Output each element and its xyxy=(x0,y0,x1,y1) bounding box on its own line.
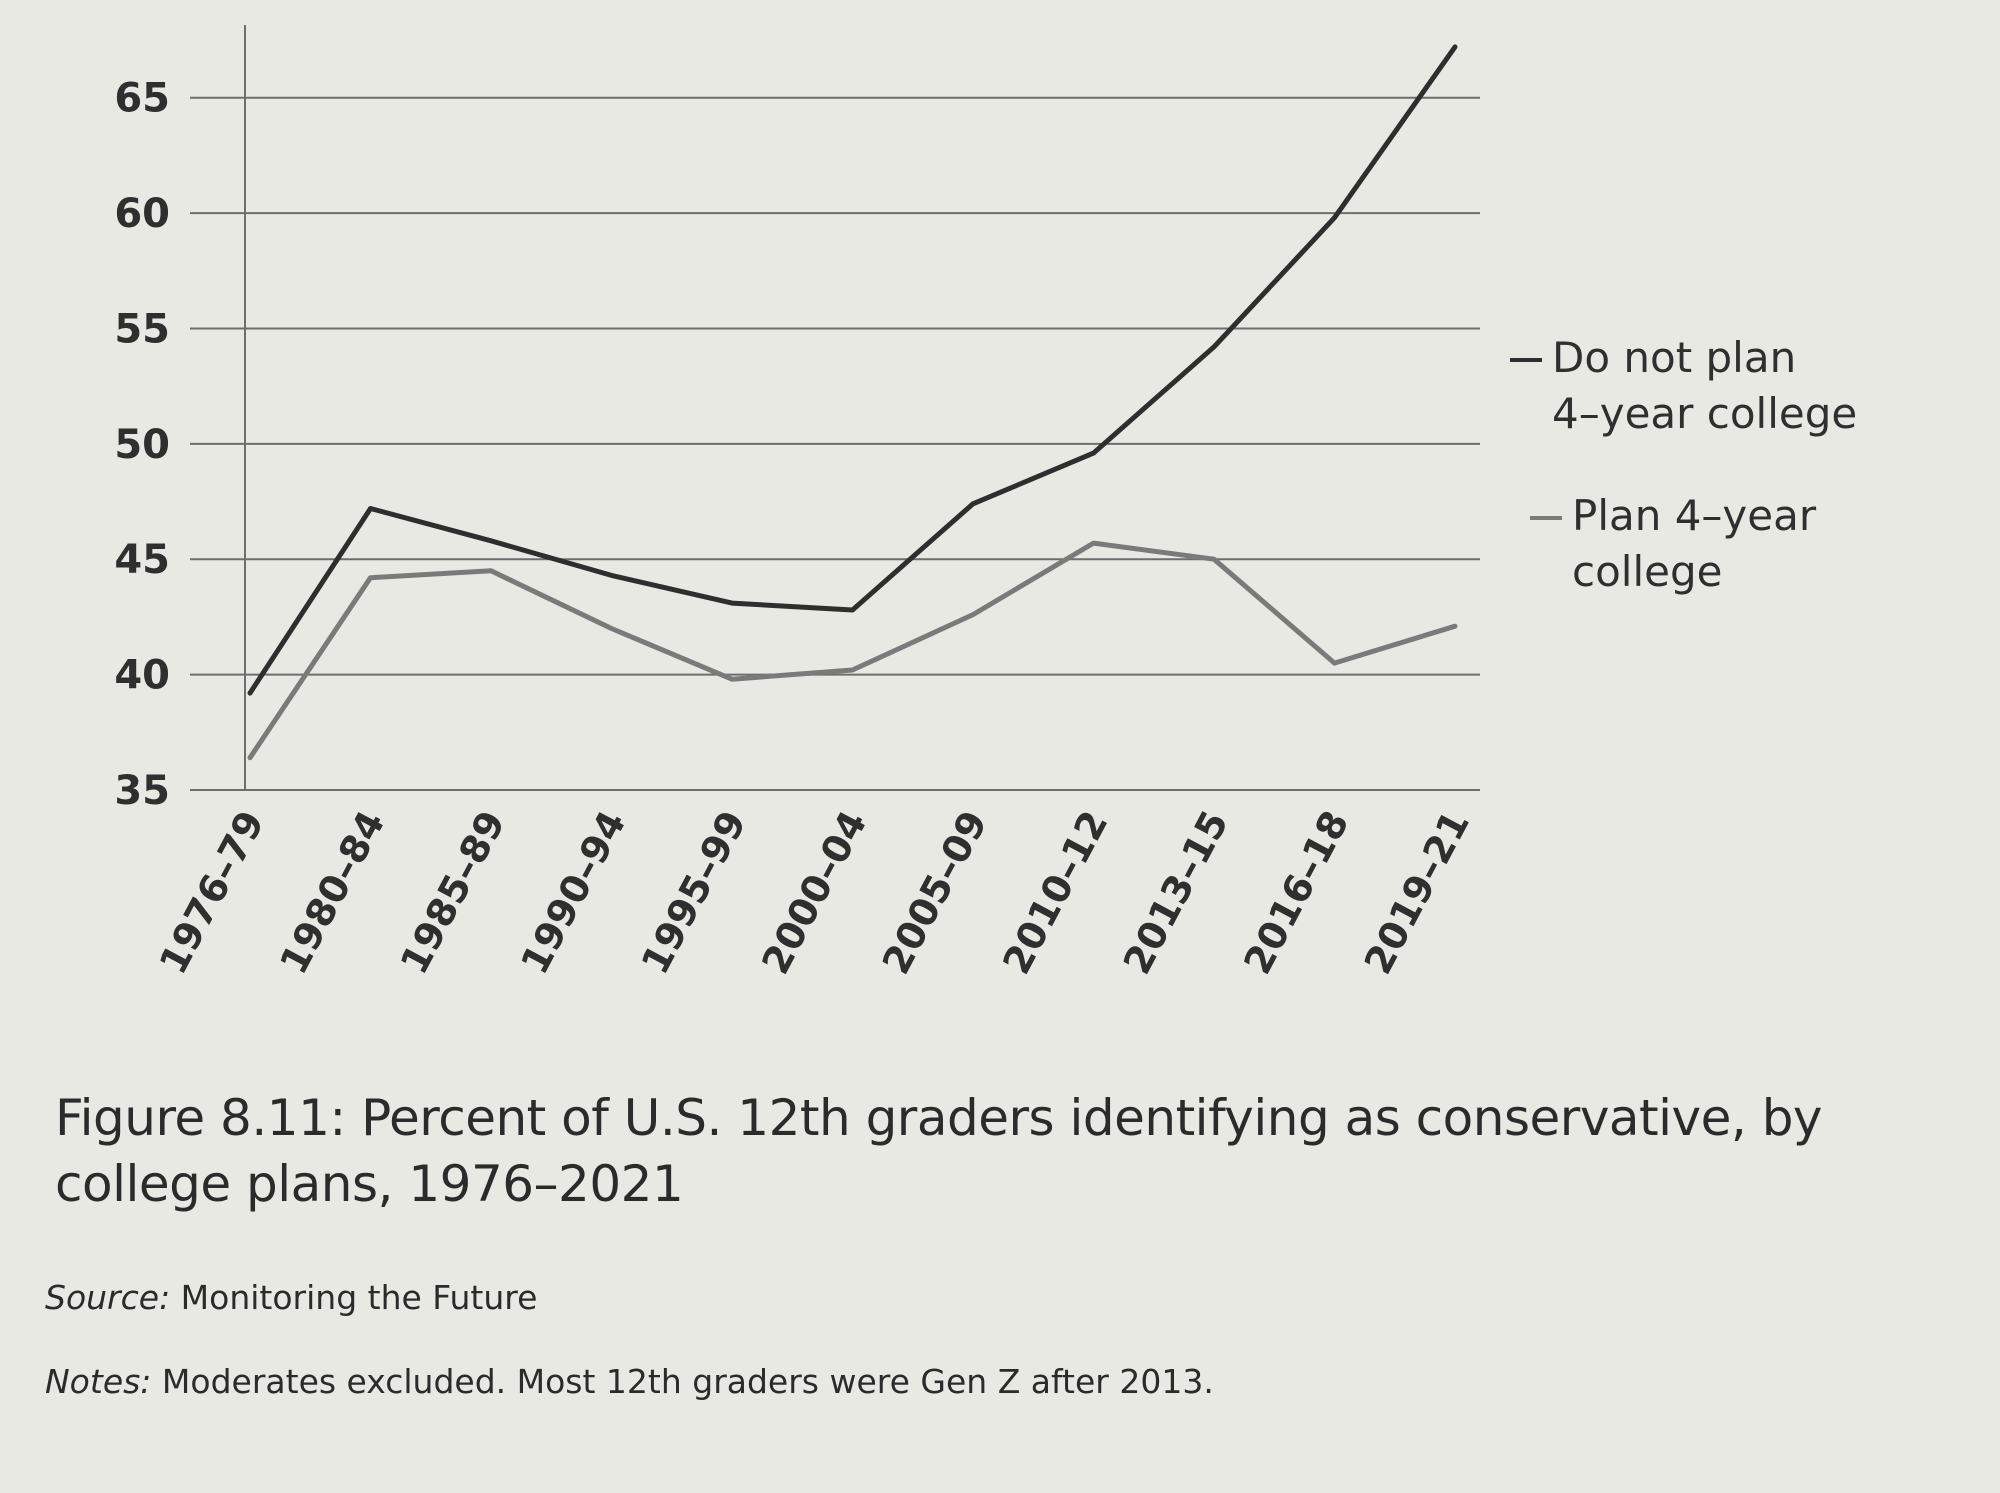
notes-label: Notes: xyxy=(45,1362,152,1401)
y-axis-ticks: 35 40 45 50 55 60 65 xyxy=(114,76,170,814)
x-tick-label: 1976–79 xyxy=(151,804,273,982)
y-tick-label: 35 xyxy=(114,768,170,814)
legend-label: 4–year college xyxy=(1552,389,1857,438)
y-tick-label: 50 xyxy=(114,422,170,468)
legend: Do not plan 4–year college Plan 4–year coll… xyxy=(1510,333,1857,596)
y-tick-label: 45 xyxy=(114,537,170,583)
x-tick-label: 1995–99 xyxy=(633,804,755,982)
x-tick-label: 1985–89 xyxy=(392,804,514,982)
x-tick-label: 2010–12 xyxy=(994,804,1116,982)
source-note: Source: Monitoring the Future xyxy=(45,1278,1545,1317)
line-chart: 35 40 45 50 55 60 65 1976–791980–841985–891990… xyxy=(114,25,1857,982)
y-tick-label: 65 xyxy=(114,76,170,122)
x-tick-label: 1980–84 xyxy=(271,804,393,982)
legend-label: Plan 4–year xyxy=(1572,491,1817,540)
legend-label: college xyxy=(1572,547,1722,596)
y-tick-label: 60 xyxy=(114,191,170,237)
series-line-no-college-plan xyxy=(247,44,1458,696)
x-tick-label: 2013–15 xyxy=(1115,804,1237,982)
legend-label: Do not plan xyxy=(1552,333,1796,382)
source-text: Monitoring the Future xyxy=(170,1278,538,1317)
gridlines xyxy=(190,25,1480,791)
series-line-college-plan xyxy=(247,540,1458,761)
y-tick-label: 55 xyxy=(114,306,170,352)
x-tick-label: 2019–21 xyxy=(1356,804,1478,982)
source-label: Source: xyxy=(45,1278,171,1317)
figure-caption: Figure 8.11: Percent of U.S. 12th grader… xyxy=(55,1089,1823,1213)
y-tick-label: 40 xyxy=(114,653,170,699)
x-tick-label: 2016–18 xyxy=(1235,804,1357,982)
x-tick-label: 1990–94 xyxy=(512,804,634,982)
notes-note: Notes: Moderates excluded. Most 12th gra… xyxy=(45,1362,1545,1401)
notes-text: Moderates excluded. Most 12th graders we… xyxy=(151,1362,1214,1401)
x-tick-label: 2000–04 xyxy=(753,804,875,982)
x-axis-ticks: 1976–791980–841985–891990–941995–992000–… xyxy=(151,804,1478,982)
x-tick-label: 2005–09 xyxy=(874,804,996,982)
series-lines xyxy=(247,44,1458,761)
